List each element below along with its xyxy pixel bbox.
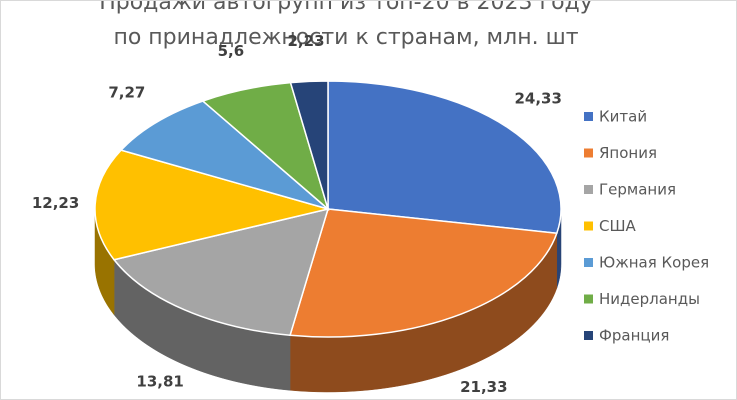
- legend-label: Китай: [599, 108, 647, 126]
- legend-swatch: [584, 112, 593, 121]
- slice: [327, 80, 562, 235]
- slice: [119, 100, 329, 210]
- chart-title: Продажи автогрупп из топ-20 в 2023 году …: [99, 0, 593, 50]
- data-label: 2,23: [288, 32, 325, 50]
- data-label: 21,33: [460, 378, 507, 396]
- slice: [112, 207, 330, 337]
- slice: [94, 149, 331, 261]
- legend-swatch: [584, 258, 593, 267]
- legend-swatch: [584, 331, 593, 340]
- data-label: 5,6: [218, 42, 245, 60]
- legend-swatch: [584, 185, 593, 194]
- slice: [289, 208, 558, 338]
- legend-label: Нидерланды: [599, 290, 700, 308]
- legend-label: Германия: [599, 181, 676, 199]
- legend-label: Япония: [599, 144, 657, 162]
- data-label: 24,33: [514, 90, 561, 108]
- legend-label: Южная Корея: [599, 254, 709, 272]
- legend-swatch: [584, 221, 593, 231]
- data-label: 7,27: [108, 84, 145, 102]
- slice: [289, 80, 329, 210]
- legend-label: США: [599, 217, 637, 235]
- legend-swatch: [584, 148, 593, 158]
- data-label: 12,23: [32, 194, 79, 212]
- legend-label: Франция: [599, 327, 669, 345]
- data-label: 13,81: [136, 373, 183, 391]
- legend-swatch: [584, 294, 593, 304]
